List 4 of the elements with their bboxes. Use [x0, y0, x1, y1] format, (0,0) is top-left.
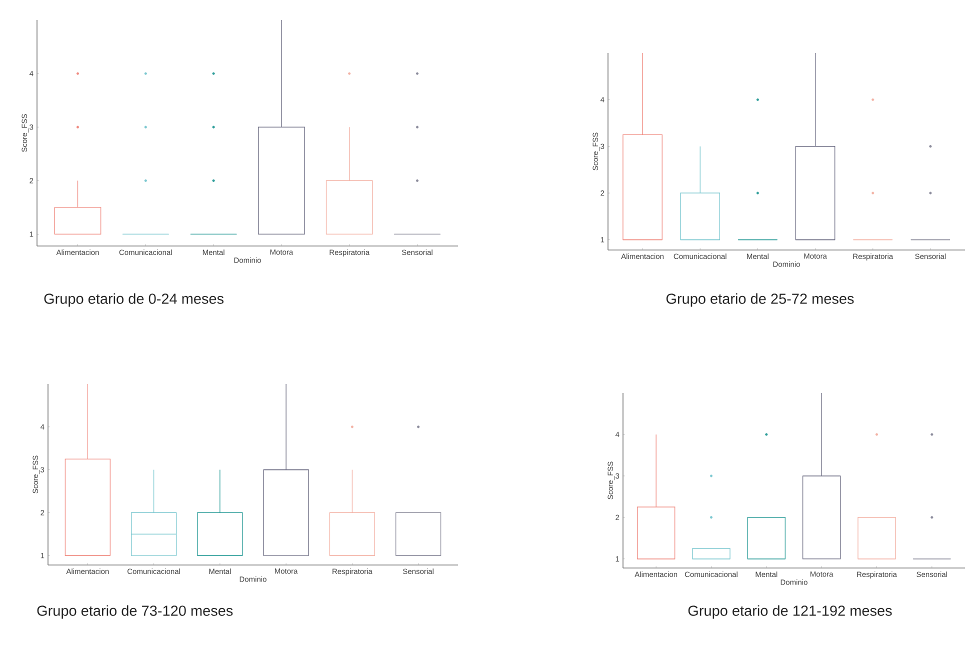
text: Grupo etario de 0-24 meses [44, 293, 224, 307]
text: Grupo etario de 25-72 meses [666, 293, 854, 307]
text: Grupo etario de 121-192 meses [688, 605, 892, 619]
text: Grupo etario de 73-120 meses [37, 605, 233, 619]
